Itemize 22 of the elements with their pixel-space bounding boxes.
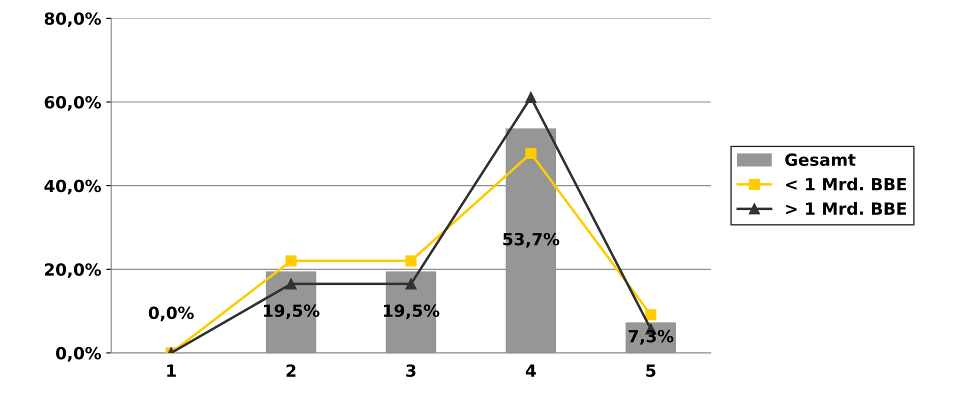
data-label: 0,0%: [148, 306, 194, 322]
point: [525, 148, 536, 159]
x-tick-label: 1: [167, 364, 176, 377]
legend-label: < 1 Mrd. BBE: [786, 178, 906, 190]
y-tick-label: 0,0%: [56, 346, 101, 362]
x-tick-label: 4: [526, 364, 536, 377]
y-tick-label: 80,0%: [44, 12, 101, 28]
point: [405, 255, 417, 266]
point: [286, 278, 297, 290]
y-tick-label: 20,0%: [44, 263, 101, 278]
point: [645, 309, 656, 320]
x-tick-label: 3: [406, 364, 416, 377]
x-tick-label: 5: [646, 364, 656, 377]
x-tick-label: 2: [286, 364, 296, 377]
point: [525, 92, 536, 103]
data-label: 7,3%: [628, 330, 674, 345]
y-tick-label: 60,0%: [44, 96, 101, 111]
point: [405, 278, 417, 290]
y-tick-label: 40,0%: [44, 180, 101, 194]
legend-label: Gesamt: [785, 153, 856, 166]
point: [286, 255, 297, 266]
legend-label: > 1 Mrd. BBE: [786, 202, 906, 215]
